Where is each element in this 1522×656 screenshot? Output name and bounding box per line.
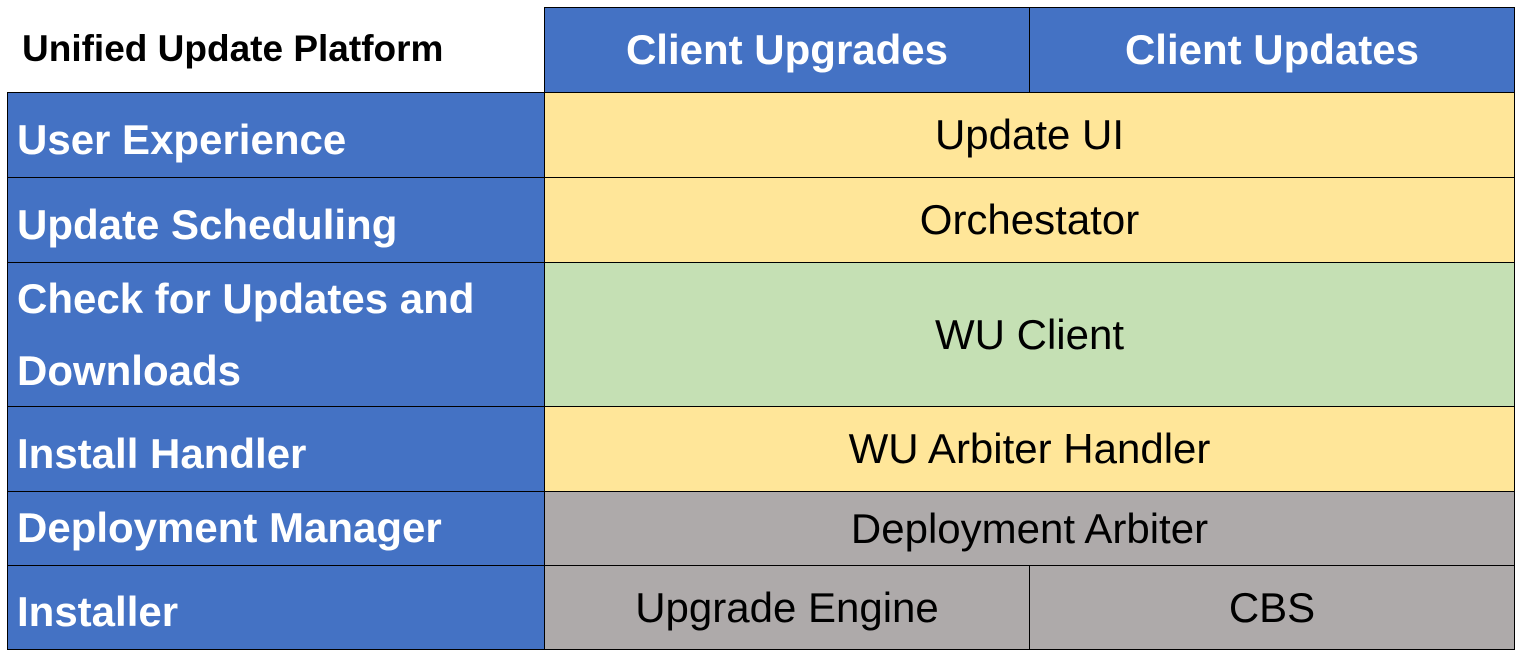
column-header-client-upgrades: Client Upgrades — [544, 7, 1030, 93]
cell-wu-client: WU Client — [544, 262, 1515, 407]
cell-deployment-arbiter: Deployment Arbiter — [544, 491, 1515, 566]
row-label-check-for-updates: Check for Updates and Downloads — [7, 262, 545, 407]
column-header-client-updates: Client Updates — [1029, 7, 1515, 93]
cell-wu-arbiter-handler: WU Arbiter Handler — [544, 406, 1515, 492]
row-label-deployment-manager: Deployment Manager — [7, 491, 545, 566]
row-label-update-scheduling: Update Scheduling — [7, 177, 545, 263]
row-label-install-handler: Install Handler — [7, 406, 545, 492]
cell-orchestator: Orchestator — [544, 177, 1515, 263]
diagram-title: Unified Update Platform — [22, 28, 444, 69]
row-label-user-experience: User Experience — [7, 92, 545, 178]
cell-update-ui: Update UI — [544, 92, 1515, 178]
cell-upgrade-engine: Upgrade Engine — [544, 565, 1030, 650]
cell-cbs: CBS — [1029, 565, 1515, 650]
row-label-installer: Installer — [7, 565, 545, 650]
